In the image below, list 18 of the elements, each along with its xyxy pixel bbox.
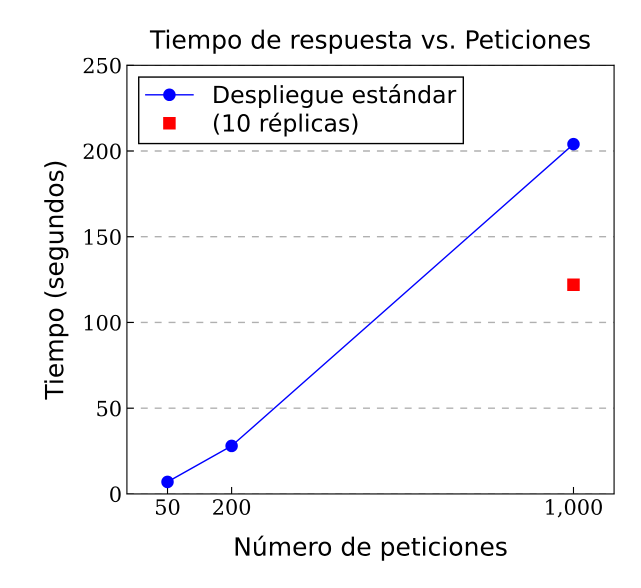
point	[225, 440, 238, 452]
x-axis-title: Número de peticiones	[236, 536, 507, 561]
y-tick-label: 200	[84, 143, 121, 160]
legend-label: Despliegue estándar	[214, 84, 456, 108]
point	[567, 138, 580, 150]
y-tick-label: 250	[84, 58, 121, 74]
chart-title: Tiempo de respuesta vs. Peticiones	[150, 30, 590, 54]
y-tick-label: 150	[84, 229, 121, 245]
y-tick-label: 0	[110, 486, 121, 502]
x-tick-label: 1,000	[546, 499, 602, 518]
x-tick-label: 200	[213, 499, 250, 515]
y-tick-label: 50	[97, 400, 121, 416]
x-tick-label: 50	[156, 499, 180, 515]
y-axis-title: Tiempo (segundos)	[44, 162, 68, 400]
legend-label: (10 réplicas)	[214, 112, 358, 136]
point	[567, 278, 580, 291]
y-tick-label: 100	[84, 314, 121, 331]
point	[161, 476, 174, 488]
